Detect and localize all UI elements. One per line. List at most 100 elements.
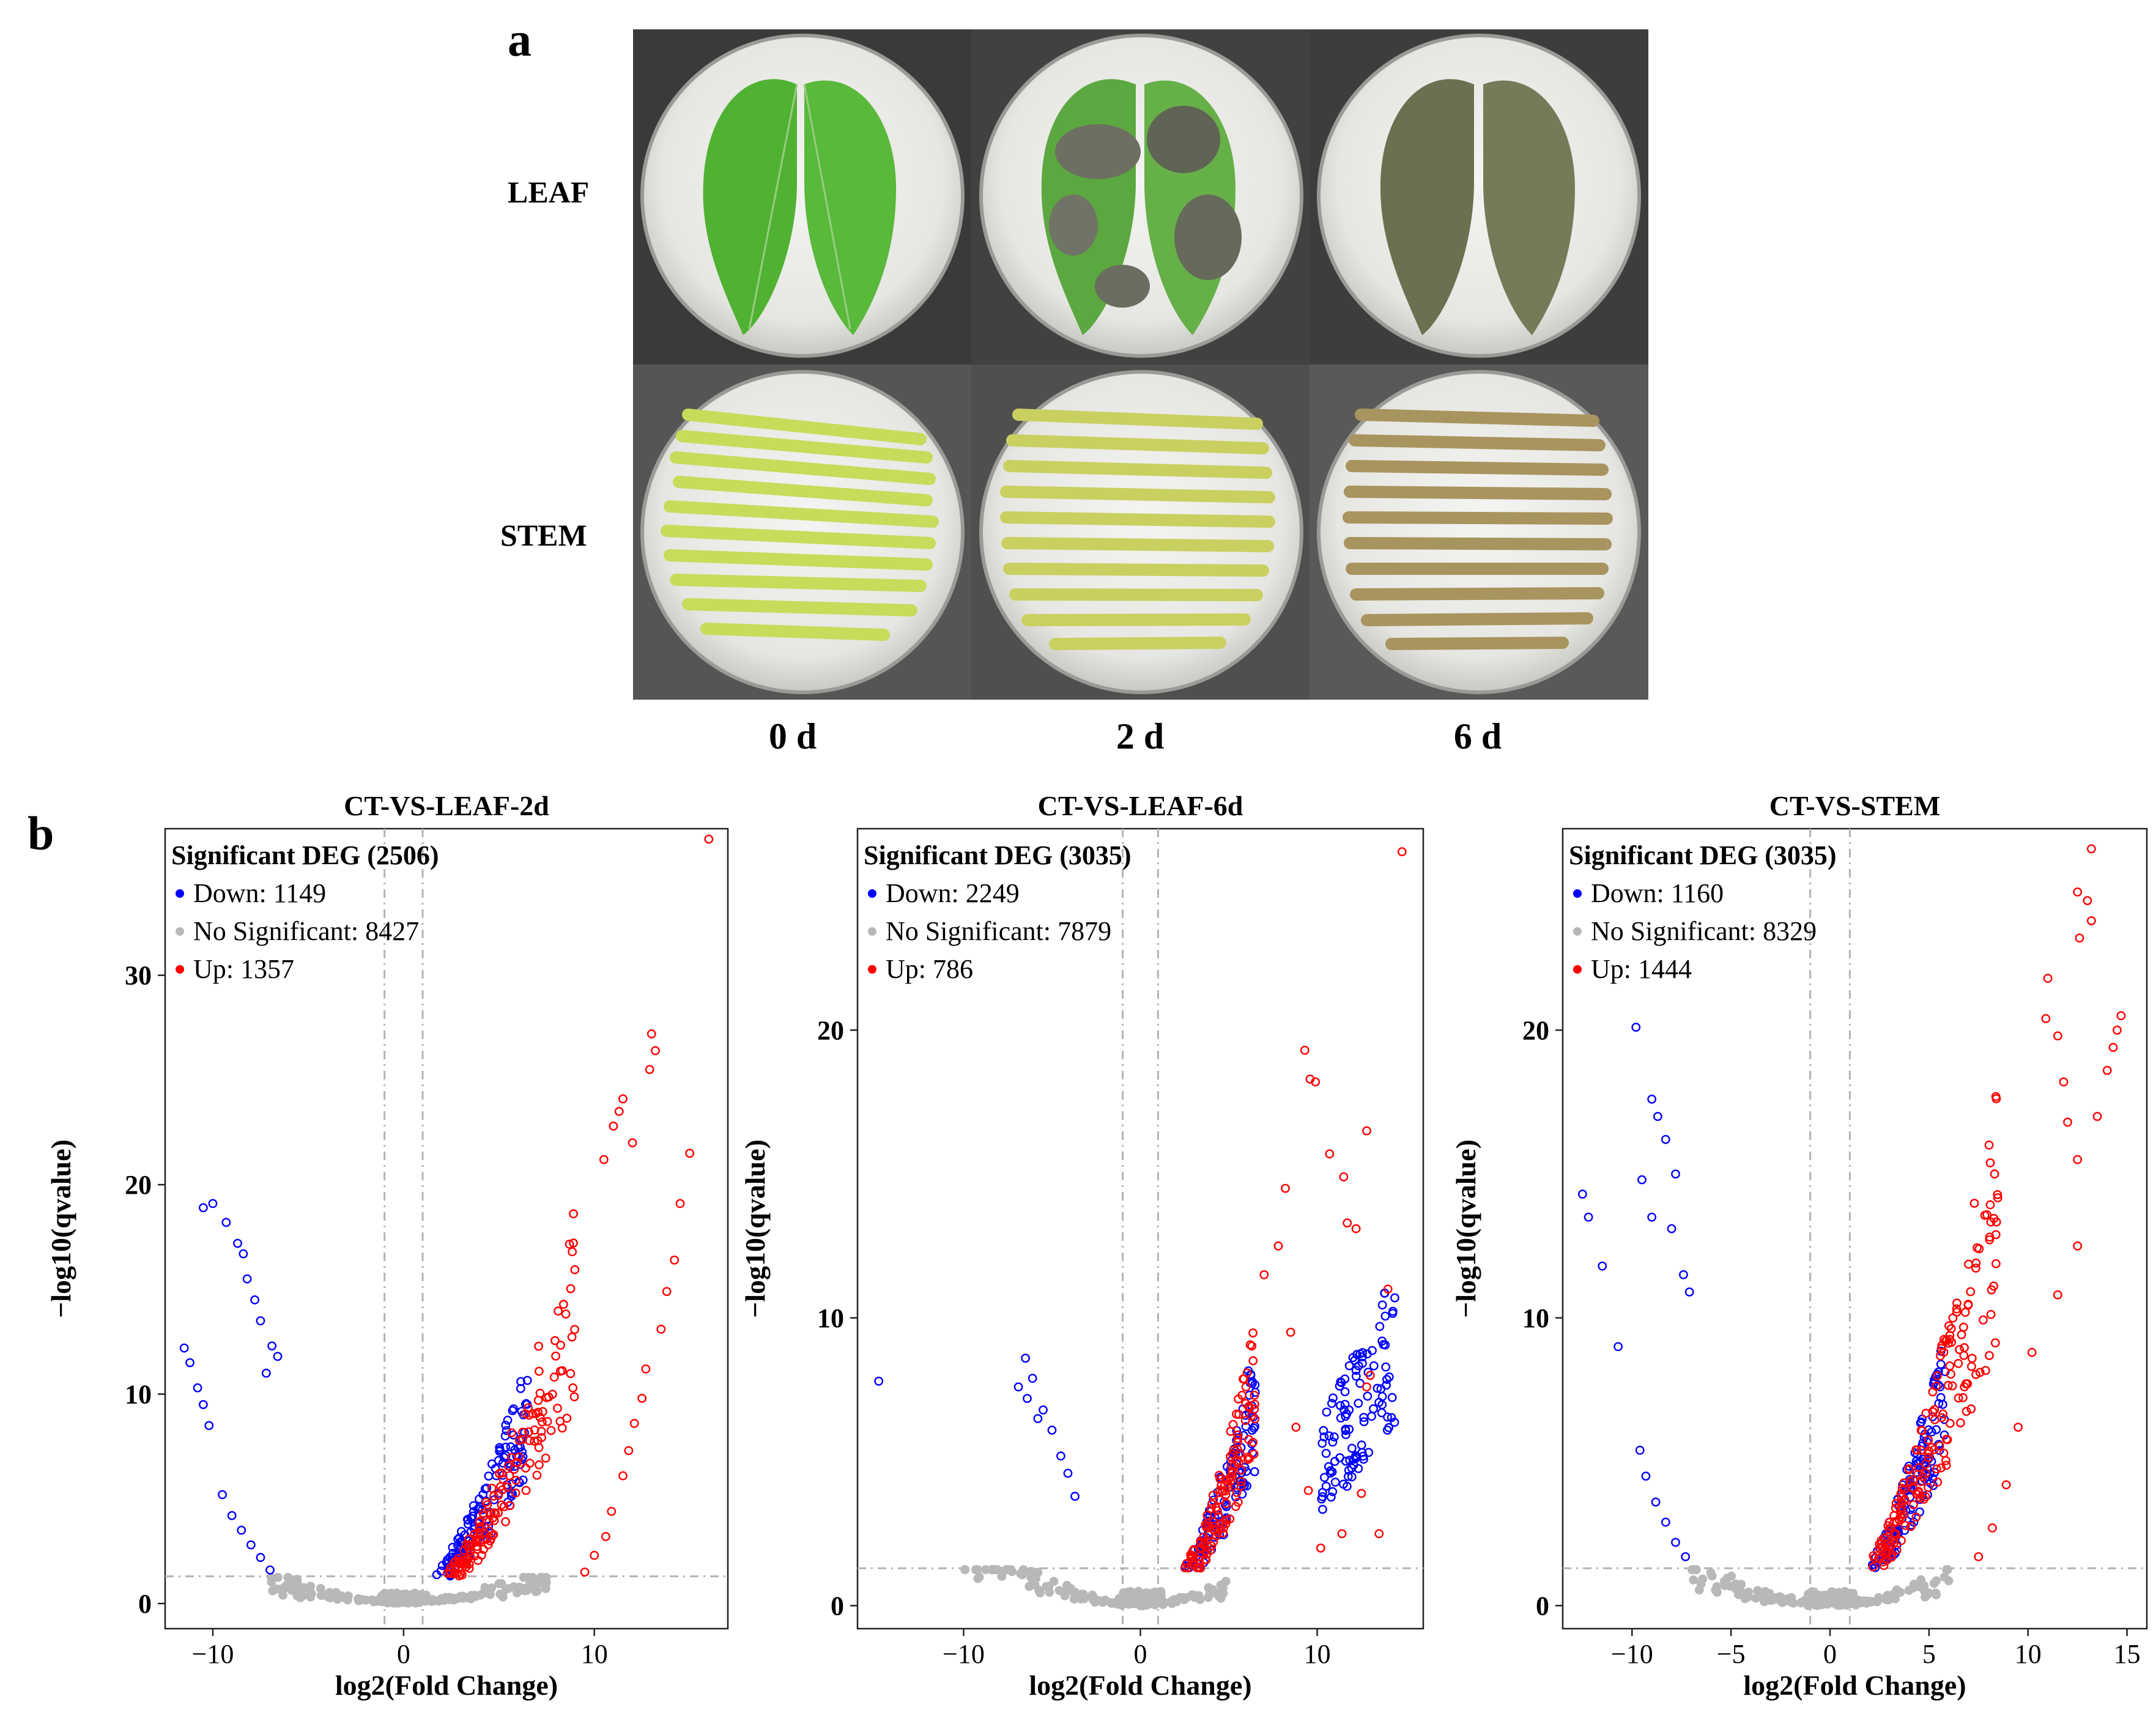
up-point [1980,1210,1990,1220]
up-point [662,1287,672,1297]
down-point [1056,1451,1065,1461]
stems-0d [661,409,939,641]
photo-grid [633,29,1648,700]
up-point [1183,1563,1193,1573]
up-point [1930,1405,1939,1415]
ns-point [1834,1588,1844,1597]
ns-point [1141,1588,1151,1597]
up-point [1936,1463,1946,1473]
y-tick-label: 20 [125,1170,152,1200]
ns-point [325,1593,335,1603]
up-point [530,1436,539,1446]
down-point [1598,1261,1607,1271]
down-point [1321,1448,1331,1458]
up-point [704,834,714,844]
down-point [1381,1362,1391,1372]
down-point [1382,1375,1391,1384]
down-point [261,1368,271,1378]
y-tick-label: 20 [1522,1015,1549,1045]
up-point [1243,1453,1253,1462]
up-point [1397,847,1407,857]
up-point [1237,1465,1246,1475]
ns-point [411,1590,420,1599]
up-point [1247,1341,1257,1351]
up-point [1239,1374,1248,1384]
down-point [1320,1473,1329,1482]
ns-point [1858,1597,1868,1607]
ns-point [520,1586,530,1596]
up-point [1933,1371,1942,1380]
ns-point [1155,1589,1164,1599]
up-point [538,1407,547,1416]
y-tick-label: 0 [138,1589,152,1619]
ns-point [1018,1570,1027,1580]
up-point [533,1436,543,1445]
up-point [1232,1409,1241,1419]
ns-point [1215,1588,1225,1597]
up-point [464,1540,473,1550]
down-point [239,1249,248,1259]
up-point [1906,1522,1916,1531]
ns-point [1167,1596,1177,1606]
up-point [1259,1270,1269,1279]
up-point [1991,1094,2001,1103]
up-point [1916,1493,1925,1503]
up-point [1987,1285,1996,1295]
down-point [1351,1371,1361,1381]
legend-label: No Significant: 8427 [193,916,419,946]
up-point [496,1482,505,1492]
legend-swatch [176,965,184,974]
up-point [479,1511,489,1520]
up-point [533,1396,543,1405]
up-point [558,1300,568,1309]
down-point [1377,1400,1387,1410]
up-point [1952,1298,1962,1308]
up-point [1963,1300,1973,1309]
up-point [1204,1530,1213,1540]
plot-frame [164,827,729,1630]
volcano-plot-leaf-6d: CT-VS-LEAF-6d −10 0 10 0 10 20 log2(Fold Change… [739,790,1424,1701]
down-point [456,1527,466,1536]
y-tick-label: 0 [831,1591,844,1621]
down-point [1352,1350,1362,1360]
up-point [2108,1043,2118,1052]
ns-point [988,1565,998,1574]
up-point [1209,1521,1219,1531]
down-point [1317,1494,1327,1504]
up-point [2086,916,2096,925]
up-point [555,1416,565,1426]
legend-label: Down: 2249 [886,878,1020,908]
up-point [488,1513,498,1523]
down-point [1358,1348,1368,1358]
x-tick-label: −10 [943,1639,985,1669]
down-point [1328,1487,1338,1497]
x-axis-label: log2(Fold Change) [335,1670,558,1701]
up-point [499,1502,509,1511]
down-point [1322,1407,1332,1417]
up-point [520,1409,530,1419]
up-point [590,1550,599,1560]
up-point [1236,1476,1246,1486]
up-point [1244,1435,1254,1445]
down-point [185,1358,194,1368]
down-point [501,1421,511,1430]
ns-point [1179,1595,1189,1605]
plot-title: CT-VS-LEAF-2d [344,790,549,821]
up-point [1904,1465,1914,1475]
ns-point [268,1586,278,1596]
down-point [227,1511,237,1520]
ns-point [1908,1583,1918,1593]
down-point [1671,1169,1680,1179]
up-point [535,1460,544,1470]
up-point [517,1435,527,1445]
up-point [1248,1356,1258,1366]
stems-2d [1000,409,1275,650]
up-point [1946,1369,1955,1379]
down-point [466,1514,476,1523]
ns-point [354,1594,363,1604]
x-tick-label: 15 [2114,1639,2141,1669]
ns-point [498,1592,508,1602]
up-point [1362,1382,1371,1392]
ns-point [1848,1588,1858,1598]
up-point [1226,1460,1236,1470]
